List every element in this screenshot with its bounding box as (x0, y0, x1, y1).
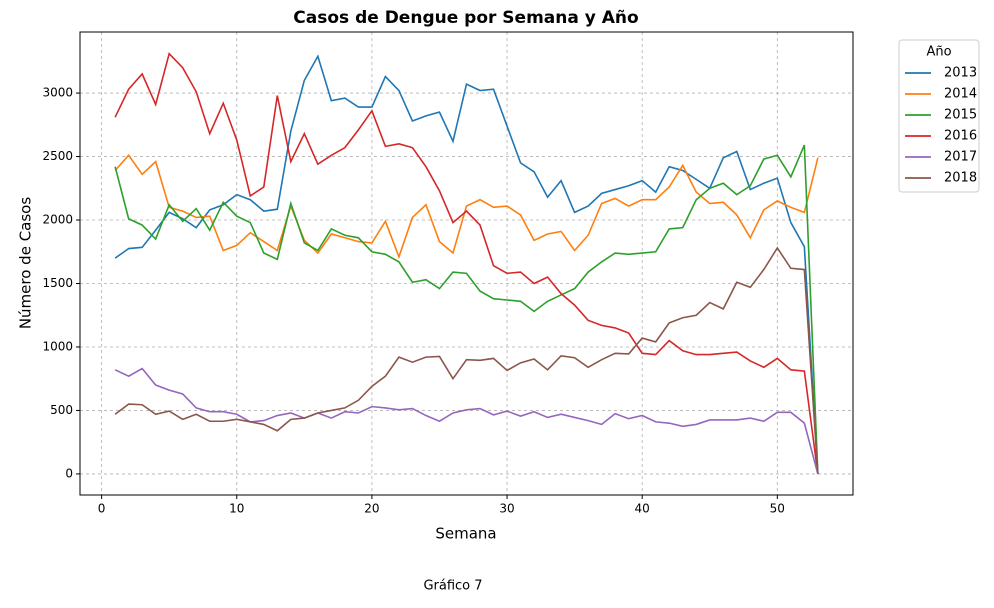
line-series (114, 367, 819, 475)
y-tick-label: 1000 (42, 339, 73, 353)
legend-label: 2015 (944, 108, 977, 123)
plot-frame (79, 31, 854, 496)
x-tick-label: 30 (499, 502, 514, 516)
line-series (114, 52, 819, 475)
legend-label: 2013 (944, 66, 977, 81)
y-tick-label: 500 (50, 403, 73, 417)
x-tick-label: 0 (98, 502, 106, 516)
legend-title: Año (926, 45, 951, 60)
y-tick-label: 0 (65, 466, 73, 480)
y-tick-label: 2000 (42, 213, 73, 227)
line-series (114, 54, 819, 474)
x-tick-label: 10 (229, 502, 244, 516)
legend-label: 2014 (944, 87, 977, 102)
x-tick-label: 20 (364, 502, 379, 516)
x-tick-label: 40 (635, 502, 650, 516)
legend-label: 2017 (944, 150, 977, 165)
chart-title: Casos de Dengue por Semana y Año (293, 8, 638, 28)
y-tick-label: 1500 (42, 276, 73, 290)
y-tick-label: 2500 (42, 149, 73, 163)
y-tick-label: 3000 (42, 86, 73, 100)
caption: Gráfico 7 (423, 579, 482, 594)
y-axis-label: Número de Casos (17, 197, 35, 330)
legend-label: 2016 (944, 129, 977, 144)
x-tick-label: 50 (770, 502, 785, 516)
line-series (114, 246, 819, 474)
line-series (114, 144, 819, 474)
x-axis-label: Semana (435, 525, 496, 543)
legend-box (898, 39, 980, 193)
legend-label: 2018 (944, 171, 977, 186)
